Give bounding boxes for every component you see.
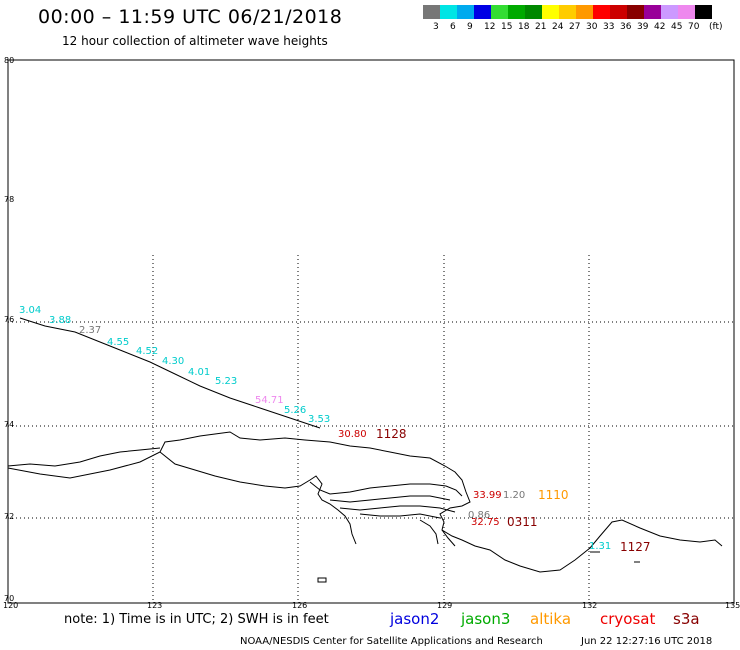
legend-swatch (440, 5, 457, 19)
legend-label: 70 (688, 22, 700, 32)
legend-label: 33 (603, 22, 615, 32)
legend-swatch (559, 5, 576, 19)
legend-label: 30 (586, 22, 598, 32)
satellite-name: altika (530, 610, 572, 628)
wave-height-value: 4.30 (162, 356, 185, 367)
wave-height-value: 5.26 (284, 405, 307, 416)
legend-label: 36 (620, 22, 632, 32)
legend-label: (ft) (709, 22, 723, 32)
legend-label: 45 (671, 22, 683, 32)
legend-label: 6 (450, 22, 456, 32)
pass-time: 0311 (507, 515, 538, 529)
legend-swatch (423, 5, 440, 19)
latitude-label: 70 (4, 594, 15, 603)
wave-height-value: 33.99 (473, 490, 502, 501)
coastline (7, 431, 723, 583)
note-text: note: 1) Time is in UTC; 2) SWH is in fe… (64, 612, 329, 627)
wave-height-value: 5.23 (215, 376, 238, 387)
wave-height-value: 4.01 (188, 367, 211, 378)
legend-label: 15 (501, 22, 513, 32)
legend-swatch (542, 5, 559, 19)
legend-label: 24 (552, 22, 564, 32)
legend-swatch (508, 5, 525, 19)
wave-height-value: 2.37 (79, 325, 102, 336)
legend-label: 9 (467, 22, 473, 32)
map-frame (7, 59, 735, 604)
satellite-name: cryosat (600, 610, 656, 628)
pass-time: 1128 (376, 427, 407, 441)
wave-height-value: 4.55 (107, 337, 130, 348)
latitude-label: 80 (4, 56, 15, 65)
wave-height-value: 3.53 (308, 414, 331, 425)
wave-height-value: 1.20 (503, 490, 526, 501)
map-subtitle: 12 hour collection of altimeter wave hei… (62, 34, 328, 48)
wave-height-value: 54.71 (255, 395, 284, 406)
legend-swatch (457, 5, 474, 19)
legend-label: 27 (569, 22, 581, 32)
color-legend (423, 5, 712, 19)
satellite-name: s3a (673, 610, 700, 628)
legend-swatch (576, 5, 593, 19)
latitude-label: 74 (4, 420, 15, 429)
pass-time: 1127 (620, 540, 651, 554)
longitude-label: 129 (437, 601, 453, 610)
wave-height-value: 0.86 (468, 510, 491, 521)
legend-swatch (525, 5, 542, 19)
legend-label: 42 (654, 22, 666, 32)
legend-label: 12 (484, 22, 496, 32)
map-title: 00:00 – 11:59 UTC 06/21/2018 (38, 6, 343, 28)
longitude-label: 123 (147, 601, 163, 610)
generated-date: Jun 22 12:27:16 UTC 2018 (581, 636, 713, 647)
satellite-name: jason2 (390, 610, 440, 628)
wave-height-value: 3.88 (49, 315, 72, 326)
legend-label: 21 (535, 22, 547, 32)
legend-swatch (627, 5, 644, 19)
latitude-label: 76 (4, 315, 15, 324)
legend-swatch (474, 5, 491, 19)
wave-height-value: 3.04 (19, 305, 42, 316)
legend-swatch (678, 5, 695, 19)
wave-height-value: 4.52 (136, 346, 159, 357)
wave-height-value: 30.80 (338, 429, 367, 440)
wave-height-value: 32.75 (471, 517, 500, 528)
longitude-label: 135 (725, 601, 740, 610)
latitude-label: 78 (4, 195, 15, 204)
wave-height-value: 1.31 (589, 541, 612, 552)
satellite-name: jason3 (461, 610, 511, 628)
legend-swatch (695, 5, 712, 19)
legend-swatch (610, 5, 627, 19)
longitude-label: 120 (3, 601, 19, 610)
pass-time: 1110 (538, 488, 569, 502)
legend-swatch (661, 5, 678, 19)
legend-swatch (491, 5, 508, 19)
legend-label: 18 (518, 22, 530, 32)
credit-text: NOAA/NESDIS Center for Satellite Applica… (240, 636, 543, 647)
legend-swatch (593, 5, 610, 19)
latitude-label: 72 (4, 512, 15, 521)
legend-label: 39 (637, 22, 649, 32)
satellite-track (19, 317, 321, 429)
legend-swatch (644, 5, 661, 19)
legend-label: 3 (433, 22, 439, 32)
longitude-label: 132 (582, 601, 598, 610)
longitude-label: 126 (292, 601, 308, 610)
